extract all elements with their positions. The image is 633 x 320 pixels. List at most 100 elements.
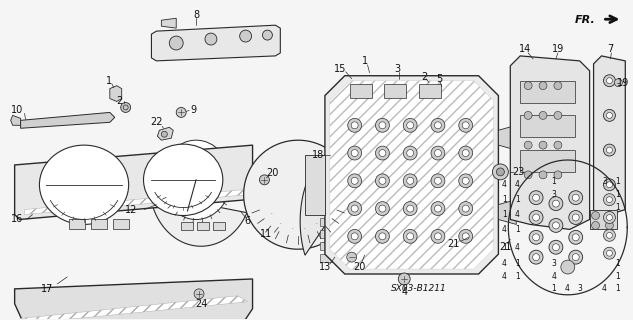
Circle shape [176, 108, 186, 117]
Text: 4: 4 [565, 284, 569, 293]
Polygon shape [244, 140, 352, 249]
Text: 7: 7 [607, 44, 613, 54]
Circle shape [431, 118, 445, 132]
Text: 1: 1 [515, 195, 520, 204]
Circle shape [603, 75, 615, 87]
Circle shape [529, 191, 543, 204]
Circle shape [348, 202, 361, 215]
Polygon shape [330, 81, 494, 269]
Circle shape [431, 229, 445, 243]
Text: 24: 24 [195, 299, 207, 309]
Text: 1: 1 [106, 76, 112, 86]
Polygon shape [161, 18, 176, 28]
Polygon shape [151, 25, 280, 61]
Circle shape [375, 229, 389, 243]
Circle shape [606, 232, 612, 238]
Text: 1: 1 [515, 259, 520, 268]
Circle shape [462, 122, 469, 129]
Text: 4: 4 [502, 259, 507, 268]
Text: .: . [291, 225, 292, 230]
Circle shape [592, 212, 599, 220]
Text: 19: 19 [552, 44, 564, 54]
Circle shape [554, 82, 562, 90]
Circle shape [603, 109, 615, 121]
Circle shape [403, 229, 417, 243]
Text: 19: 19 [617, 78, 629, 88]
Text: 1: 1 [615, 203, 620, 212]
Text: .: . [324, 210, 326, 215]
Text: 1: 1 [515, 272, 520, 282]
Circle shape [606, 147, 612, 153]
Circle shape [553, 244, 560, 251]
Circle shape [351, 233, 358, 240]
Circle shape [524, 171, 532, 179]
Text: 21: 21 [499, 242, 511, 252]
Circle shape [398, 273, 410, 285]
Text: .: . [279, 220, 281, 225]
Circle shape [351, 177, 358, 184]
Polygon shape [149, 175, 247, 246]
Circle shape [459, 229, 473, 243]
Circle shape [431, 146, 445, 160]
Circle shape [459, 202, 473, 215]
Circle shape [462, 233, 469, 240]
Circle shape [554, 111, 562, 119]
Circle shape [462, 149, 469, 156]
Text: 1: 1 [361, 56, 368, 66]
Circle shape [459, 118, 473, 132]
Text: 4: 4 [515, 210, 520, 219]
Text: 17: 17 [41, 284, 54, 294]
Text: .: . [304, 225, 305, 230]
Circle shape [407, 205, 413, 212]
Text: 8: 8 [193, 10, 199, 20]
Text: 1: 1 [551, 284, 556, 293]
Bar [384, 84, 406, 98]
Text: 9: 9 [190, 105, 196, 116]
Text: 1: 1 [615, 272, 620, 282]
Circle shape [403, 118, 417, 132]
Circle shape [561, 260, 575, 274]
Text: 1: 1 [502, 210, 507, 219]
Circle shape [375, 146, 389, 160]
Circle shape [529, 230, 543, 244]
Circle shape [606, 182, 612, 188]
Circle shape [351, 149, 358, 156]
Circle shape [532, 254, 539, 260]
Bar [520, 116, 575, 137]
Text: 4: 4 [502, 180, 507, 189]
Circle shape [462, 177, 469, 184]
Circle shape [532, 214, 539, 221]
Circle shape [351, 122, 358, 129]
Circle shape [606, 112, 612, 118]
Bar [349, 84, 372, 98]
Circle shape [529, 211, 543, 224]
Circle shape [434, 149, 441, 156]
Text: FR.: FR. [575, 15, 596, 25]
Bar [419, 84, 441, 98]
Polygon shape [21, 112, 115, 128]
Text: 3: 3 [577, 284, 582, 293]
Circle shape [606, 212, 613, 220]
Circle shape [434, 205, 441, 212]
Circle shape [532, 194, 539, 201]
Bar [213, 222, 225, 230]
Bar [113, 220, 128, 229]
Circle shape [572, 254, 579, 260]
Circle shape [347, 252, 356, 262]
Circle shape [121, 102, 130, 112]
Ellipse shape [39, 145, 128, 224]
Circle shape [161, 131, 167, 137]
Circle shape [592, 221, 599, 229]
Circle shape [375, 174, 389, 188]
Text: 15: 15 [334, 64, 346, 74]
Circle shape [606, 78, 612, 84]
Polygon shape [25, 190, 248, 214]
Text: 4: 4 [515, 243, 520, 252]
Ellipse shape [144, 144, 223, 215]
Circle shape [462, 205, 469, 212]
Bar [181, 222, 193, 230]
Circle shape [351, 205, 358, 212]
Text: 4: 4 [515, 180, 520, 189]
Circle shape [603, 144, 615, 156]
Text: 4: 4 [551, 272, 556, 282]
